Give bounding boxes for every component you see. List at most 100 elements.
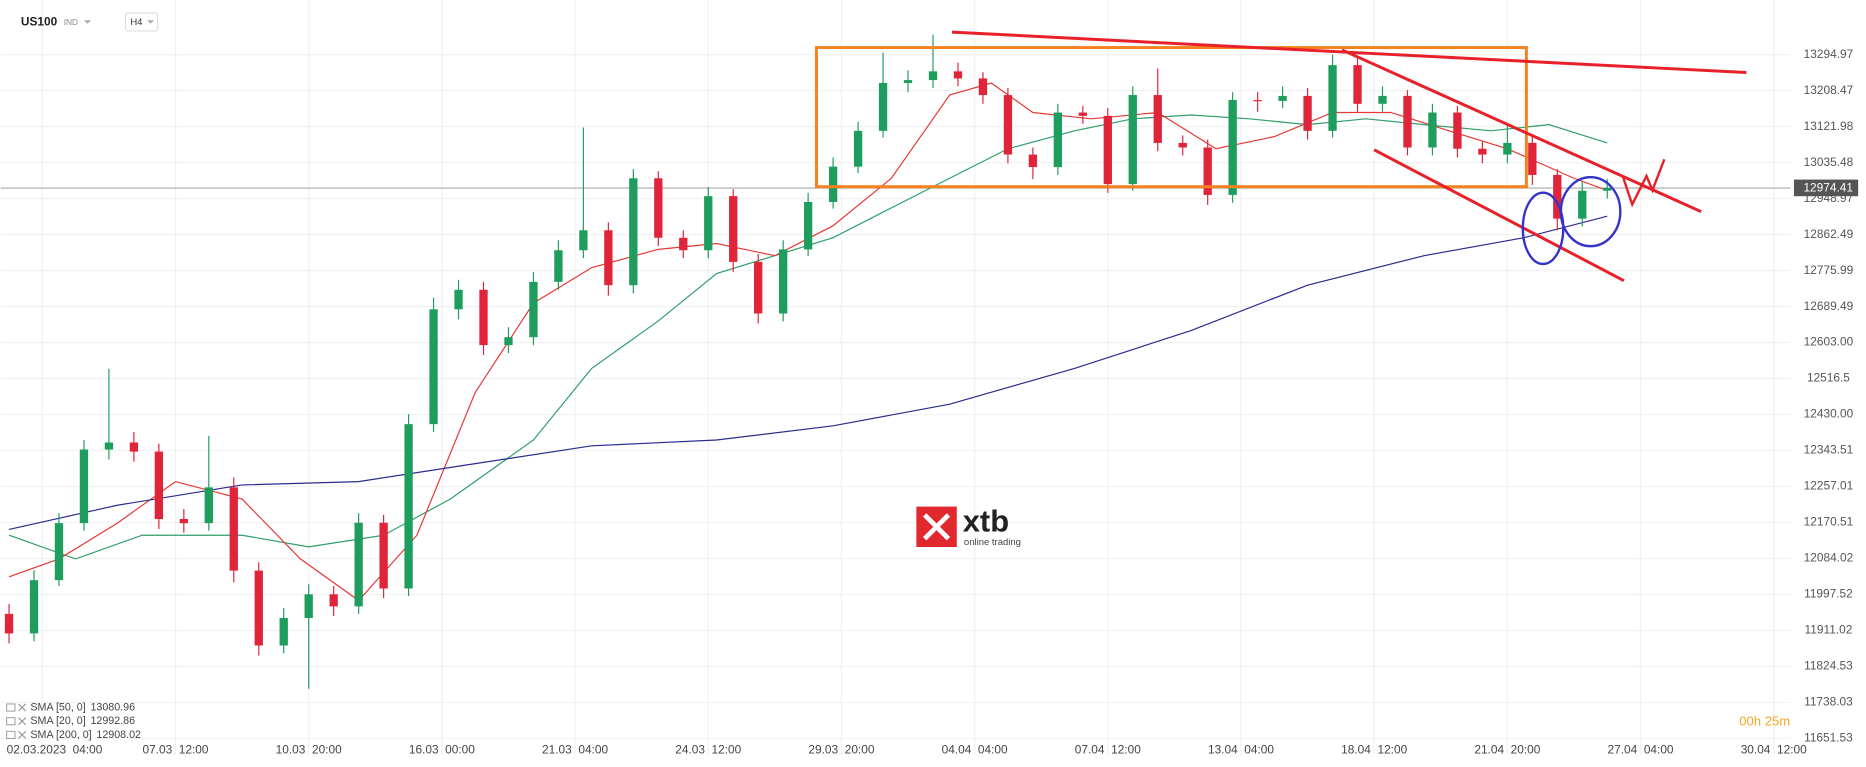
current-price: 12974.41 <box>1803 181 1853 195</box>
candle-body <box>704 196 713 251</box>
brand: xtb <box>963 503 1009 538</box>
x-tick-label: 07.03 12:00 <box>142 742 208 756</box>
candle-body <box>903 80 913 83</box>
candle-body <box>1528 142 1537 175</box>
candle-body <box>1453 112 1462 149</box>
range-box <box>814 46 1528 189</box>
candle-body <box>254 570 263 646</box>
candle-body <box>1278 95 1287 101</box>
x-tick-label: 27.04 04:00 <box>1608 742 1674 756</box>
candle-body <box>1128 95 1137 185</box>
y-tick-label: 12516.5 <box>1807 371 1850 385</box>
candle-body <box>129 442 139 452</box>
y-tick-label: 11997.52 <box>1804 587 1853 601</box>
candle-body <box>379 522 388 589</box>
y-tick-label: 12689.49 <box>1804 299 1854 313</box>
legend-close <box>18 703 27 712</box>
grid <box>0 0 1791 756</box>
candle-body <box>679 237 688 251</box>
trend-line <box>1373 148 1625 282</box>
candle-body <box>604 230 613 286</box>
legend-name: SMA [20, 0] <box>30 715 85 727</box>
y-tick-label: 12862.49 <box>1804 227 1854 241</box>
candle-body <box>29 580 39 634</box>
legend-value: 13080.96 <box>90 701 135 713</box>
candle-body <box>754 261 763 314</box>
legend-entry: SMA [200, 0] 12908.02 <box>30 729 141 741</box>
candle-body <box>654 178 663 238</box>
y-tick-label: 12343.51 <box>1804 443 1854 457</box>
candle-body <box>828 166 838 202</box>
candle-body <box>779 249 788 314</box>
candle-body <box>1028 154 1038 168</box>
legend-value: 12908.02 <box>96 729 141 741</box>
legend-icon <box>6 717 16 726</box>
timeframe[interactable]: H4 <box>130 17 142 28</box>
timeframe-box[interactable] <box>124 12 159 32</box>
candle-body <box>1053 112 1063 168</box>
candle-body <box>1428 112 1437 148</box>
x-tick-label: 24.03 12:00 <box>675 742 741 756</box>
x-tick-label: 02.03.2023 04:00 <box>7 742 103 756</box>
candle-body <box>1203 147 1212 195</box>
candle-body <box>79 449 89 524</box>
y-tick-label: 12948.97 <box>1804 191 1854 205</box>
highlight-circle <box>1559 175 1622 248</box>
x-tick-label: 21.04 20:00 <box>1474 742 1540 756</box>
candle-body <box>1328 65 1337 131</box>
x-tick-label: 10.03 20:00 <box>276 742 342 756</box>
x-tick-label: 18.04 12:00 <box>1341 742 1407 756</box>
sma-line <box>8 82 1608 602</box>
x-tick-label: 04.04 04:00 <box>942 742 1008 756</box>
candle-body <box>953 71 963 79</box>
candle-body <box>629 178 638 286</box>
price-tag <box>1793 179 1859 197</box>
candle-body <box>154 451 164 520</box>
x-tick-label: 30.04 12:00 <box>1741 742 1807 756</box>
sma-line <box>8 114 1608 560</box>
brand-tagline: online trading <box>964 537 1021 548</box>
header: US100 IND H4 <box>21 12 159 32</box>
candle-body <box>479 289 488 346</box>
legend-close <box>18 730 27 739</box>
y-tick-label: 12603.00 <box>1804 335 1854 349</box>
candle-body <box>429 309 438 425</box>
candle-body <box>404 424 413 589</box>
candle-body <box>1003 95 1013 155</box>
drawings <box>814 30 1747 282</box>
y-tick-label: 13294.97 <box>1804 47 1854 61</box>
candle-body <box>204 487 213 524</box>
y-tick-label: 12170.51 <box>1804 515 1854 529</box>
candle-body <box>1378 95 1387 104</box>
x-tick-label: 13.04 04:00 <box>1208 742 1274 756</box>
candle-body <box>279 618 288 646</box>
candle-body <box>1353 65 1362 104</box>
candle-body <box>1503 142 1512 155</box>
x-tick-label: 07.04 12:00 <box>1075 742 1141 756</box>
candle-body <box>1478 148 1487 155</box>
candle-body <box>978 78 988 96</box>
candle-body <box>1153 95 1162 143</box>
x-tick-label: 21.03 04:00 <box>542 742 608 756</box>
candle-body <box>179 519 188 524</box>
candle-body <box>1553 174 1562 219</box>
candle-body <box>1228 100 1237 195</box>
candle-body <box>554 250 563 282</box>
legend-icon <box>6 730 16 739</box>
candle-body <box>803 201 813 250</box>
y-tick-label: 13121.98 <box>1804 119 1854 133</box>
candle-body <box>304 594 313 619</box>
candle-body <box>4 613 14 634</box>
legend-entry: SMA [20, 0] 12992.86 <box>30 715 135 727</box>
candle-body <box>1303 95 1312 131</box>
logo-x <box>922 513 951 541</box>
symbol[interactable]: US100 <box>21 15 58 29</box>
y-tick-label: 11738.03 <box>1804 695 1853 709</box>
candle-body <box>104 442 114 450</box>
plot <box>4 34 1612 689</box>
logo: xtb online trading <box>916 503 1021 548</box>
candle-body <box>853 130 863 167</box>
candle-body <box>329 594 338 607</box>
